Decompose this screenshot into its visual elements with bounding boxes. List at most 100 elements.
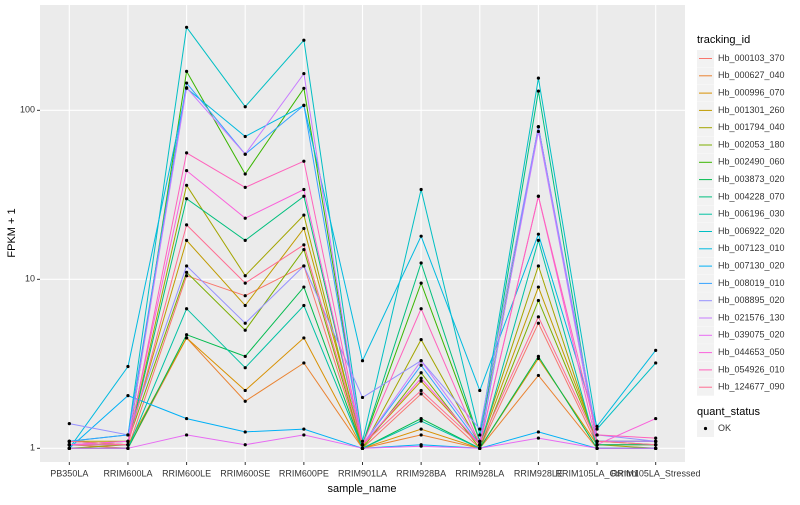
point bbox=[302, 194, 306, 198]
point bbox=[478, 446, 482, 450]
point bbox=[419, 307, 423, 311]
legend-label: Hb_054926_010 bbox=[718, 364, 785, 374]
legend-point bbox=[703, 426, 708, 431]
point bbox=[536, 373, 541, 378]
legend-label: Hb_039075_020 bbox=[718, 330, 785, 340]
legend-label: Hb_004228_070 bbox=[718, 191, 785, 201]
point bbox=[302, 213, 306, 217]
point bbox=[126, 394, 130, 398]
point bbox=[419, 187, 423, 192]
point bbox=[419, 359, 423, 363]
point bbox=[184, 25, 189, 29]
point bbox=[243, 354, 247, 358]
point bbox=[184, 197, 189, 201]
x-tick-label: RRIM600LE bbox=[162, 468, 211, 478]
point bbox=[302, 71, 306, 76]
point bbox=[243, 134, 247, 139]
point bbox=[243, 105, 247, 109]
point bbox=[536, 194, 541, 198]
y-tick-label: 10 bbox=[25, 274, 35, 284]
legend-label: Hb_002490_060 bbox=[718, 157, 785, 167]
point bbox=[302, 336, 306, 340]
point bbox=[302, 247, 306, 252]
point bbox=[243, 281, 247, 285]
point bbox=[478, 388, 482, 393]
y-tick-label: 100 bbox=[20, 105, 35, 115]
point bbox=[419, 379, 423, 383]
point bbox=[243, 430, 247, 434]
point bbox=[302, 159, 306, 163]
point bbox=[536, 285, 541, 289]
point bbox=[536, 264, 541, 268]
legend-label: Hb_006922_020 bbox=[718, 226, 785, 236]
point bbox=[67, 422, 71, 426]
point bbox=[595, 443, 599, 447]
point bbox=[184, 223, 189, 227]
legend-label: Hb_000996_070 bbox=[718, 87, 785, 97]
legend-label: Hb_003873_020 bbox=[718, 174, 785, 184]
point bbox=[360, 395, 365, 400]
legend-label: Hb_007130_020 bbox=[718, 260, 785, 270]
point bbox=[419, 433, 423, 437]
point bbox=[536, 232, 541, 236]
point bbox=[184, 238, 189, 242]
point bbox=[184, 168, 189, 173]
point bbox=[243, 152, 247, 156]
legend-label: Hb_001794_040 bbox=[718, 122, 785, 132]
point bbox=[536, 430, 541, 434]
point bbox=[302, 285, 306, 289]
point bbox=[419, 371, 423, 375]
point bbox=[536, 125, 541, 129]
x-tick-label: RRIM928BA bbox=[396, 468, 446, 478]
x-tick-label: RRIM928LA bbox=[455, 468, 504, 478]
point bbox=[536, 76, 541, 80]
point bbox=[595, 427, 599, 431]
point bbox=[536, 321, 541, 325]
point bbox=[184, 416, 189, 421]
point bbox=[243, 388, 247, 393]
point bbox=[184, 183, 189, 187]
point bbox=[302, 303, 306, 308]
point bbox=[184, 264, 189, 268]
point bbox=[536, 129, 541, 134]
legend-label: Hb_008895_020 bbox=[718, 295, 785, 305]
point bbox=[302, 226, 306, 231]
point bbox=[536, 436, 541, 440]
point bbox=[595, 424, 599, 428]
point bbox=[478, 427, 482, 431]
point bbox=[67, 439, 71, 443]
point bbox=[126, 443, 130, 447]
legend-label: Hb_007123_010 bbox=[718, 243, 785, 253]
legend-label: Hb_000103_370 bbox=[718, 53, 785, 63]
x-tick-label: RRIM600SE bbox=[220, 468, 270, 478]
point bbox=[419, 416, 423, 421]
legend-label: Hb_006196_030 bbox=[718, 209, 785, 219]
point bbox=[243, 294, 247, 298]
point bbox=[126, 433, 130, 437]
x-tick-label: RRIM600LA bbox=[103, 468, 152, 478]
point bbox=[536, 238, 541, 242]
point bbox=[126, 439, 130, 443]
point bbox=[243, 172, 247, 176]
point bbox=[184, 151, 189, 155]
point bbox=[243, 328, 247, 332]
point bbox=[478, 439, 482, 443]
point bbox=[67, 446, 71, 450]
y-axis-label: FPKM + 1 bbox=[6, 208, 18, 257]
point bbox=[302, 264, 306, 268]
x-tick-label: RRIM105LA_Stressed bbox=[611, 468, 701, 478]
point bbox=[654, 348, 658, 352]
point bbox=[478, 433, 482, 437]
legend-label: Hb_124677_090 bbox=[718, 382, 785, 392]
point bbox=[654, 443, 658, 447]
point bbox=[302, 427, 306, 431]
x-tick-label: RRIM928LE bbox=[514, 468, 563, 478]
point bbox=[419, 281, 423, 285]
legend-label: Hb_021576_130 bbox=[718, 312, 785, 322]
point bbox=[478, 443, 482, 447]
point bbox=[654, 439, 658, 443]
point bbox=[243, 443, 247, 447]
point bbox=[302, 361, 306, 365]
x-tick-label: RRIM901LA bbox=[338, 468, 387, 478]
